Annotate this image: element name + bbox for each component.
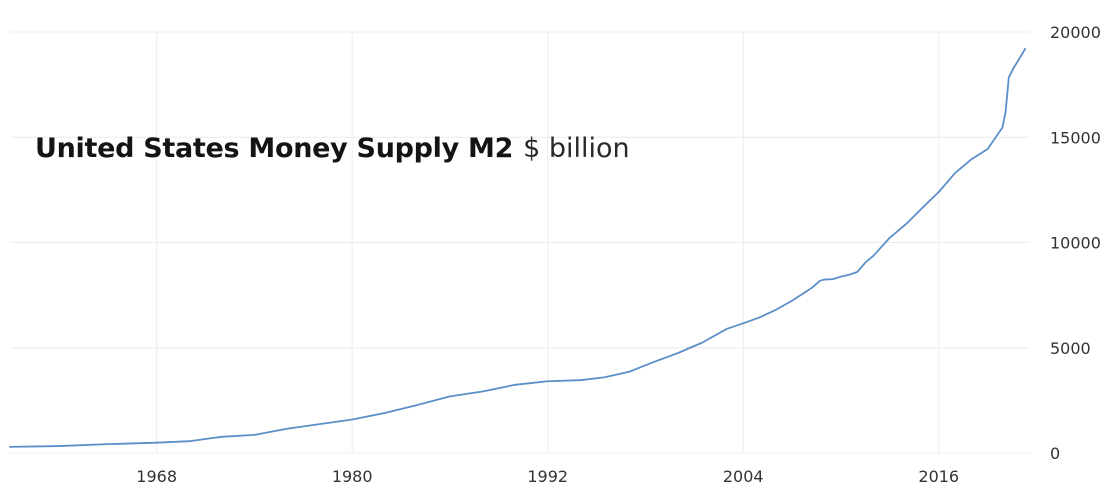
data-point [775, 309, 777, 311]
data-point [742, 322, 744, 324]
series-line [9, 47, 1027, 448]
x-tick-label: 1980 [332, 467, 373, 486]
data-point [848, 274, 850, 276]
data-point [579, 379, 581, 381]
data-point [416, 404, 418, 406]
data-point [954, 172, 956, 174]
data-point [58, 445, 60, 447]
data-point [384, 412, 386, 414]
data-point [351, 419, 353, 421]
data-point [156, 442, 158, 444]
data-point [840, 276, 842, 278]
data-point [889, 237, 891, 239]
data-point [1008, 76, 1010, 78]
data-point [905, 223, 907, 225]
data-point [832, 278, 834, 280]
data-point [824, 279, 826, 281]
data-point [1013, 67, 1015, 69]
data-point [873, 255, 875, 257]
data-point [677, 352, 679, 354]
data-point [726, 328, 728, 330]
y-tick-label: 5000 [1050, 339, 1091, 358]
data-point [628, 371, 630, 373]
x-tick-label: 2004 [723, 467, 764, 486]
data-point [808, 289, 810, 291]
chart-unit-label: $ billion [523, 133, 630, 164]
data-point [286, 428, 288, 430]
data-point [449, 395, 451, 397]
data-point [1019, 56, 1021, 58]
data-point [987, 148, 989, 150]
data-point [856, 271, 858, 273]
x-tick-label: 1992 [527, 467, 568, 486]
data-point [759, 317, 761, 319]
x-axis-ticks: 1968 1980 1992 2004 2016 [136, 467, 959, 486]
data-point [702, 342, 704, 344]
data-point [254, 434, 256, 436]
data-point [9, 446, 11, 448]
chart-title: United States Money Supply M2 [35, 133, 514, 164]
x-tick-label: 1968 [136, 467, 177, 486]
series-group [9, 47, 1027, 448]
x-tick-label: 2016 [918, 467, 959, 486]
y-tick-label: 0 [1050, 444, 1060, 463]
data-point [188, 440, 190, 442]
data-point [1005, 111, 1007, 113]
data-point [791, 300, 793, 302]
data-point [970, 158, 972, 160]
data-point [319, 423, 321, 425]
data-point [1024, 48, 1026, 50]
y-tick-label: 20000 [1050, 23, 1101, 42]
data-point [221, 436, 223, 438]
y-axis-ticks: 0 5000 10000 15000 20000 [1050, 23, 1101, 463]
data-point [1001, 127, 1003, 129]
data-point [938, 191, 940, 193]
data-point [653, 361, 655, 363]
chart-title-block: United States Money Supply M2 $ billion [35, 127, 630, 174]
data-point [547, 380, 549, 382]
data-point [107, 443, 109, 445]
data-point [514, 384, 516, 386]
data-point [865, 262, 867, 264]
y-tick-label: 10000 [1050, 234, 1101, 253]
data-point [482, 391, 484, 393]
data-point [812, 286, 814, 288]
y-tick-label: 15000 [1050, 128, 1101, 147]
data-point [604, 376, 606, 378]
data-point [922, 207, 924, 209]
data-point [819, 280, 821, 282]
grid [10, 31, 1030, 454]
